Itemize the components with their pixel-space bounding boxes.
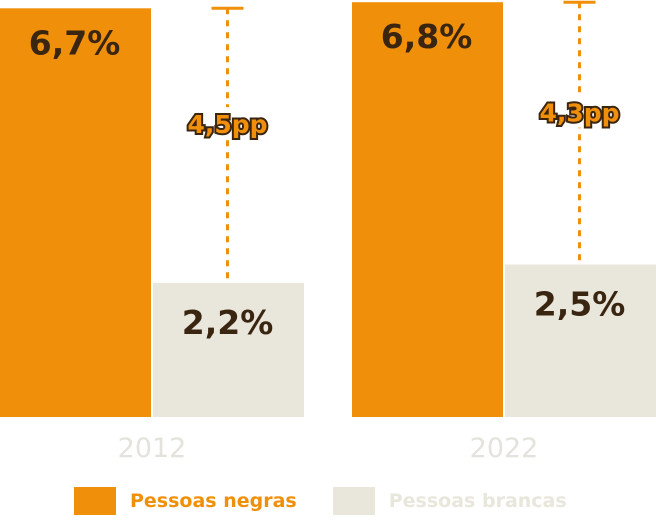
bar-negras-2022 <box>352 2 503 417</box>
x-tick-label-2012: 2012 <box>118 433 187 464</box>
bar-brancas-2022 <box>505 264 656 417</box>
legend-swatch-negras <box>74 487 116 515</box>
legend-label-brancas: Pessoas brancas <box>388 490 567 512</box>
legend: Pessoas negras Pessoas brancas <box>74 486 603 516</box>
legend-swatch-brancas <box>332 487 375 515</box>
gap-label-2012: 4,5pp <box>187 110 267 139</box>
gap-badge-bg-2012 <box>183 107 272 140</box>
legend-label-negras: Pessoas negras <box>130 490 297 512</box>
bar-negras-2012 <box>0 8 151 418</box>
bar-chart: 6,7% 2,2% 4,5pp 2012 6,8% 2,5% 4,3pp 2022 <box>0 0 656 464</box>
gap-badge-bg-2022 <box>535 95 624 128</box>
bar-brancas-2012 <box>153 282 304 417</box>
x-tick-label-2022: 2022 <box>470 433 539 464</box>
gap-label-2022: 4,3pp <box>539 99 619 128</box>
legend-item-brancas: Pessoas brancas <box>332 487 567 515</box>
legend-item-negras: Pessoas negras <box>74 487 297 515</box>
value-label-negras-2022: 6,8% <box>381 17 473 56</box>
value-label-brancas-2012: 2,2% <box>182 303 274 342</box>
value-label-negras-2012: 6,7% <box>29 23 121 62</box>
value-label-brancas-2022: 2,5% <box>534 285 626 324</box>
